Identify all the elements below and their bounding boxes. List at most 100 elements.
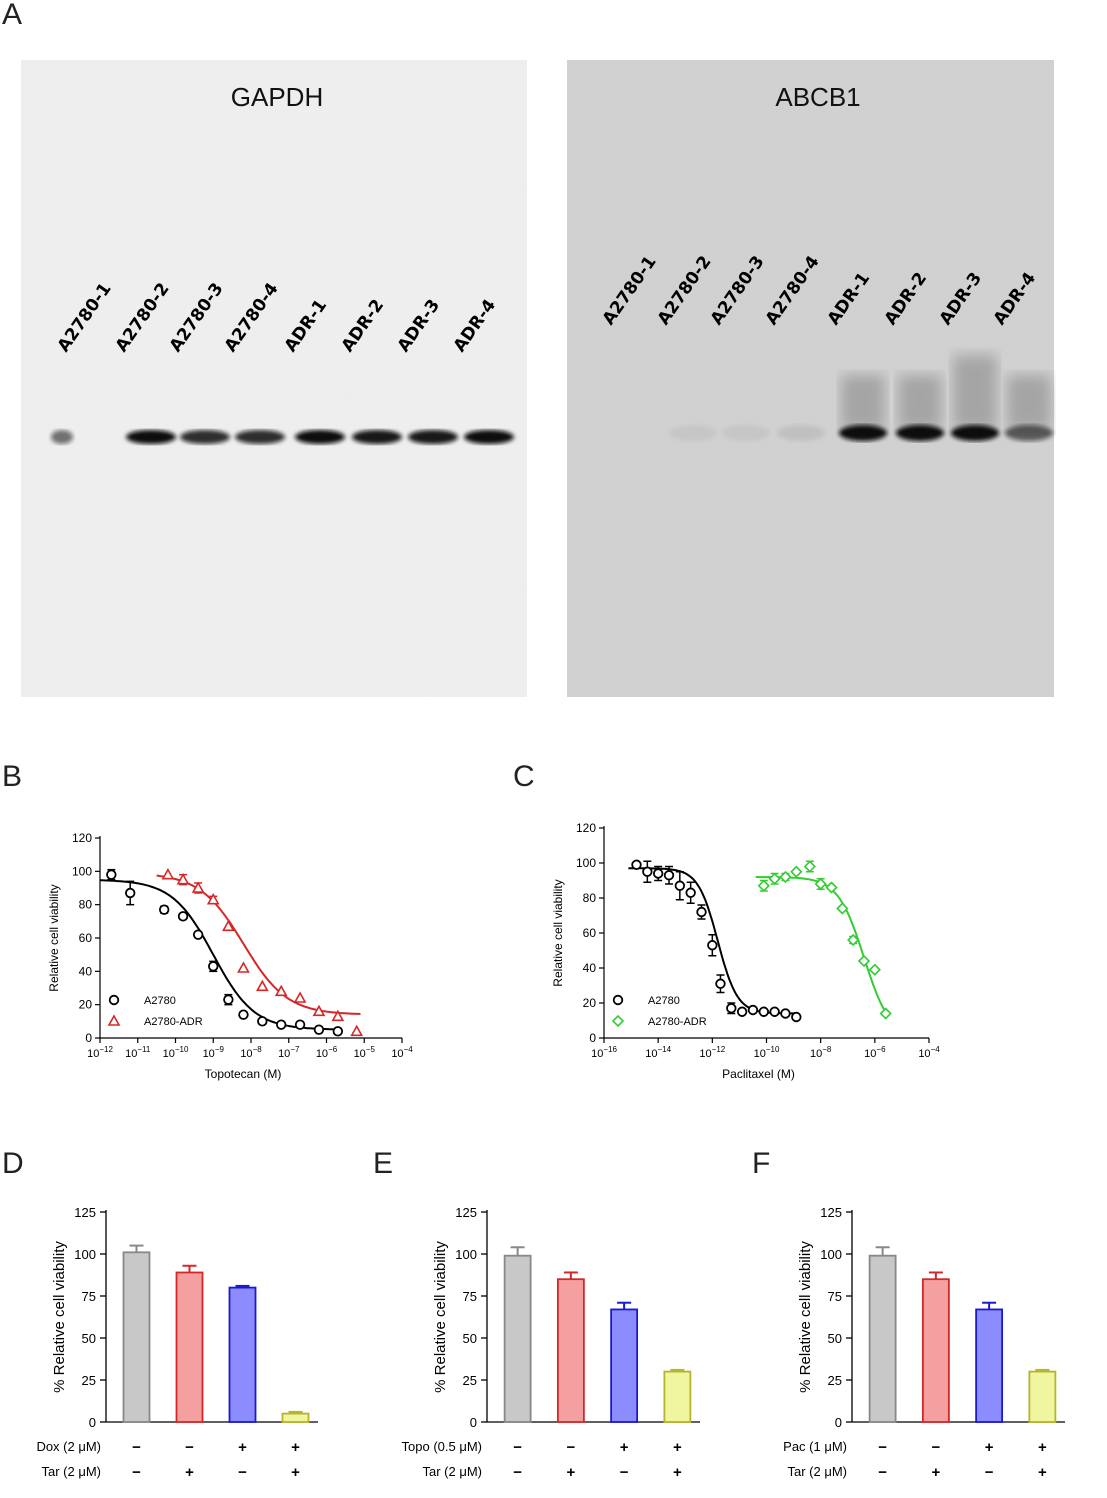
data-point: [177, 911, 189, 922]
bar: [868, 1254, 897, 1423]
gapdh-title: GAPDH: [231, 82, 323, 112]
data-point: [803, 860, 816, 873]
bar: [122, 1251, 151, 1423]
x-tick-label: 10−6: [316, 1045, 338, 1060]
data-point: [208, 961, 219, 972]
legend-marker: [107, 1014, 121, 1026]
x-tick-label: 10−16: [591, 1045, 617, 1060]
condition-symbol: +: [620, 1439, 629, 1456]
legend-marker: [611, 1014, 625, 1028]
condition-symbol: +: [673, 1439, 682, 1456]
bar: [975, 1308, 1004, 1423]
gapdh-band: [126, 430, 176, 444]
data-point: [791, 1011, 802, 1023]
data-point: [332, 1026, 344, 1037]
data-point: [276, 1019, 287, 1030]
y-tick-label: 100: [576, 856, 596, 870]
data-point: [674, 880, 686, 891]
data-point: [779, 870, 792, 884]
bar: [1028, 1370, 1057, 1423]
abcb1-band: [669, 425, 717, 441]
legend-marker: [108, 994, 120, 1006]
data-point: [223, 994, 234, 1005]
condition-symbol: −: [185, 1439, 194, 1456]
abcb1-smear: [1007, 375, 1051, 430]
data-point: [814, 877, 827, 891]
data-point: [312, 1004, 326, 1017]
data-point: [313, 1024, 325, 1035]
data-point: [106, 869, 117, 880]
gapdh-band: [235, 430, 285, 444]
bar: [921, 1278, 950, 1423]
data-point: [836, 902, 849, 915]
gapdh-band: [408, 430, 458, 444]
x-tick-label: 10−8: [240, 1045, 262, 1060]
data-point: [758, 1006, 769, 1017]
data-point: [825, 881, 838, 894]
panel-letter-d: D: [2, 1147, 24, 1180]
y-tick-label: 75: [463, 1289, 477, 1304]
fit-curve-1: [156, 874, 361, 1015]
gapdh-band: [464, 430, 514, 444]
condition-symbol: −: [878, 1464, 887, 1481]
y-tick-label: 120: [576, 821, 596, 835]
y-tick-label: 50: [463, 1331, 477, 1346]
y-axis-label: % Relative cell viability: [51, 1241, 68, 1393]
panel-letter-b: B: [2, 760, 23, 793]
data-point: [161, 868, 175, 880]
condition-symbol: +: [291, 1464, 300, 1481]
y-tick-label: 25: [828, 1373, 842, 1388]
bar: [228, 1286, 257, 1423]
y-tick-label: 125: [820, 1205, 842, 1220]
y-tick-label: 60: [583, 926, 597, 940]
x-tick-label: 10−6: [864, 1045, 886, 1060]
condition-symbol: +: [185, 1464, 194, 1481]
condition-symbol: −: [513, 1464, 522, 1481]
gapdh-band: [295, 430, 345, 444]
abcb1-band: [777, 425, 825, 441]
y-tick-label: 0: [589, 1031, 596, 1045]
panel-letter-a: A: [2, 0, 23, 31]
x-tick-label: 10−8: [810, 1045, 832, 1060]
panel-letter-c: C: [513, 760, 535, 793]
abcb1-band: [722, 425, 770, 441]
y-tick-label: 25: [463, 1373, 477, 1388]
data-point: [790, 865, 803, 878]
panel-letter-f: F: [752, 1147, 771, 1180]
condition-symbol: −: [238, 1464, 247, 1481]
abcb1-smear: [953, 355, 997, 430]
data-point: [206, 893, 220, 905]
y-tick-label: 20: [79, 998, 93, 1012]
data-point: [685, 887, 696, 898]
condition-symbol: −: [931, 1439, 940, 1456]
data-point: [715, 978, 726, 989]
data-point: [847, 933, 860, 947]
x-tick-label: 10−12: [699, 1045, 725, 1060]
data-point: [221, 919, 235, 932]
y-tick-label: 75: [828, 1289, 842, 1304]
condition-row-label: Pac (1 μM): [783, 1439, 847, 1454]
data-point: [191, 881, 205, 893]
y-tick-label: 0: [835, 1415, 842, 1430]
y-tick-label: 40: [79, 964, 93, 978]
abcb1-band: [951, 425, 999, 441]
condition-symbol: +: [1038, 1439, 1047, 1456]
x-tick-label: 10−7: [278, 1045, 300, 1060]
condition-row-label: Tar (2 μM): [423, 1464, 483, 1479]
fit-curve-0: [628, 867, 799, 1015]
y-tick-label: 25: [82, 1373, 96, 1388]
data-point: [726, 1003, 737, 1014]
data-point: [707, 940, 718, 951]
x-tick-label: 10−4: [918, 1045, 940, 1060]
data-point: [255, 979, 269, 992]
legend-label: A2780-ADR: [648, 1016, 707, 1028]
y-tick-label: 80: [79, 898, 93, 912]
gapdh-band: [51, 430, 73, 444]
condition-symbol: +: [566, 1464, 575, 1481]
data-point: [331, 1009, 345, 1022]
condition-symbol: +: [291, 1439, 300, 1456]
y-tick-label: 75: [82, 1289, 96, 1304]
y-tick-label: 80: [583, 891, 597, 905]
bar: [663, 1370, 692, 1423]
data-point: [879, 1007, 892, 1020]
